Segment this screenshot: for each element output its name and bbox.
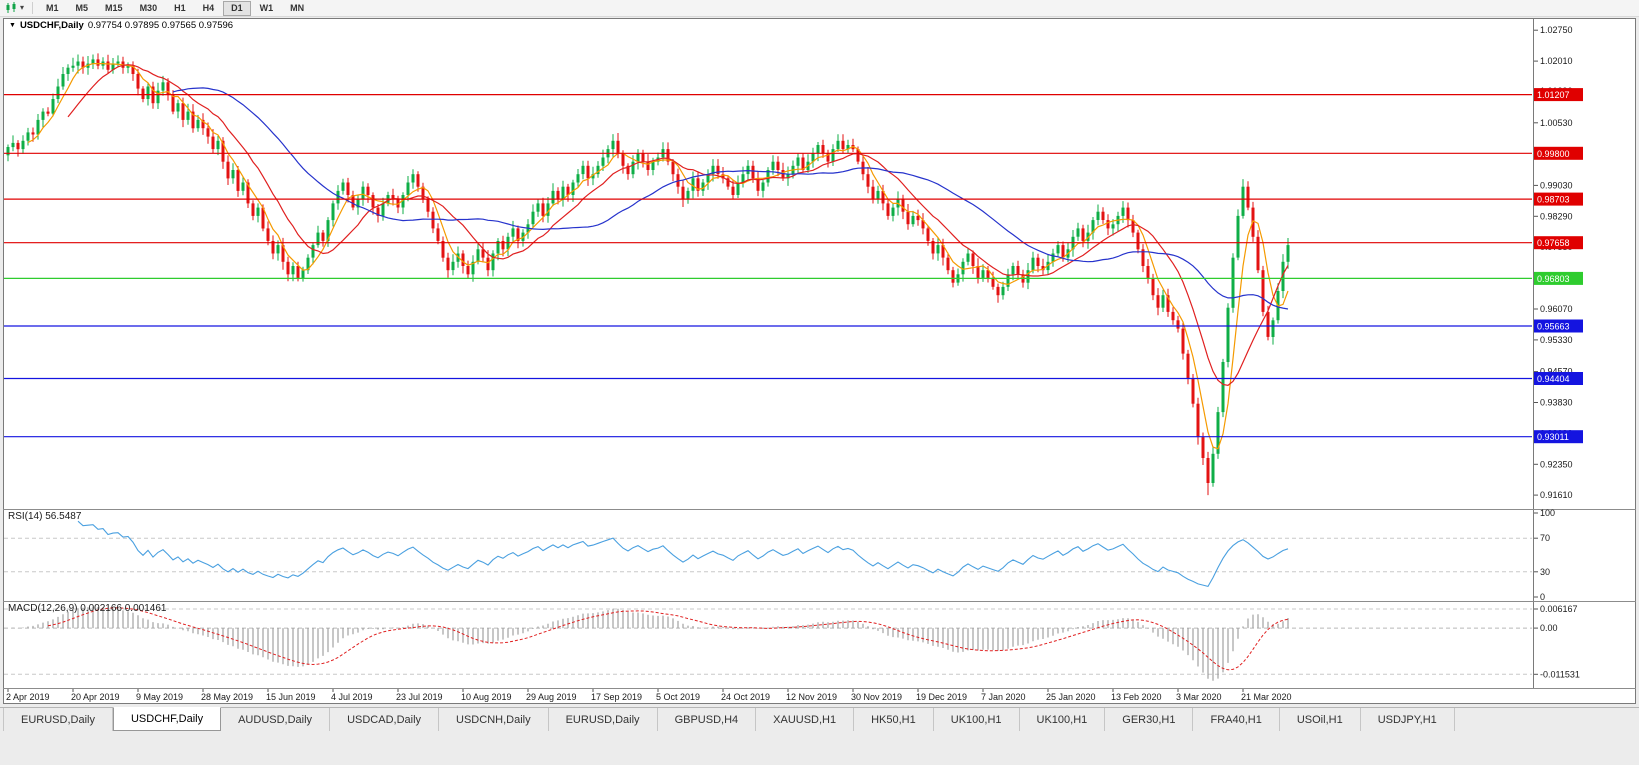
svg-text:0.00: 0.00 <box>1540 623 1558 633</box>
svg-text:0.97658: 0.97658 <box>1537 238 1570 248</box>
svg-text:12 Nov 2019: 12 Nov 2019 <box>786 692 837 702</box>
svg-text:13 Feb 2020: 13 Feb 2020 <box>1111 692 1162 702</box>
timeframe-buttons: M1 M5 M15 M30 H1 H4 D1 W1 MN <box>38 0 312 16</box>
svg-text:0.96070: 0.96070 <box>1540 304 1573 314</box>
svg-text:7 Jan 2020: 7 Jan 2020 <box>981 692 1026 702</box>
svg-text:100: 100 <box>1540 508 1555 518</box>
toolbar-separator <box>32 2 34 14</box>
timeframe-button-h1[interactable]: H1 <box>166 1 194 16</box>
svg-text:1.01207: 1.01207 <box>1537 90 1570 100</box>
candlesticks <box>6 53 1290 496</box>
timeframe-toolbar: ▾ M1 M5 M15 M30 H1 H4 D1 W1 MN <box>0 0 1639 17</box>
svg-text:10 Aug 2019: 10 Aug 2019 <box>461 692 512 702</box>
svg-text:0.99030: 0.99030 <box>1540 180 1573 190</box>
svg-text:-0.011531: -0.011531 <box>1540 669 1580 679</box>
svg-text:0.94404: 0.94404 <box>1537 374 1570 384</box>
svg-text:0.93011: 0.93011 <box>1537 432 1569 442</box>
svg-text:0.96803: 0.96803 <box>1537 274 1570 284</box>
chart-tab-usdchf-daily[interactable]: USDCHF,Daily <box>112 707 222 731</box>
svg-text:21 Mar 2020: 21 Mar 2020 <box>1241 692 1292 702</box>
svg-text:1.02010: 1.02010 <box>1540 56 1573 66</box>
date-axis[interactable]: 2 Apr 2019 20 Apr 2019 9 May 2019 28 May 20… <box>6 689 1292 702</box>
chart-tab-hk50-h1[interactable]: HK50,H1 <box>854 708 934 731</box>
svg-text:28 May 2019: 28 May 2019 <box>201 692 253 702</box>
moving-averages <box>27 63 1289 450</box>
svg-text:70: 70 <box>1540 533 1550 543</box>
chart-type-icon[interactable]: ▾ <box>5 2 24 14</box>
svg-text:4 Jul 2019: 4 Jul 2019 <box>331 692 373 702</box>
svg-text:0.94570: 0.94570 <box>1540 367 1573 377</box>
svg-text:0.91610: 0.91610 <box>1540 490 1573 500</box>
svg-text:0.95663: 0.95663 <box>1537 322 1570 332</box>
price-axis[interactable]: 1.027501.020101.012901.005300.998100.990… <box>1534 25 1573 500</box>
svg-text:24 Oct 2019: 24 Oct 2019 <box>721 692 770 702</box>
chart-tab-eurusd-daily[interactable]: EURUSD,Daily <box>548 708 658 731</box>
chart-tab-eurusd-daily[interactable]: EURUSD,Daily <box>3 708 113 731</box>
hline-price-labels: 1.01207 0.99800 0.98703 0.97658 0.96803 0.956… <box>1534 88 1583 444</box>
timeframe-button-m1[interactable]: M1 <box>38 1 67 16</box>
svg-text:29 Aug 2019: 29 Aug 2019 <box>526 692 577 702</box>
svg-text:5 Oct 2019: 5 Oct 2019 <box>656 692 700 702</box>
chart-tab-xauusd-h1[interactable]: XAUUSD,H1 <box>756 708 855 731</box>
chart-tab-ger30-h1[interactable]: GER30,H1 <box>1105 708 1194 731</box>
svg-text:20 Apr 2019: 20 Apr 2019 <box>71 692 120 702</box>
chart-tab-usoil-h1[interactable]: USOil,H1 <box>1279 708 1361 731</box>
svg-text:0.98703: 0.98703 <box>1537 195 1570 205</box>
svg-text:2 Apr 2019: 2 Apr 2019 <box>6 692 50 702</box>
chart-tab-audusd-daily[interactable]: AUDUSD,Daily <box>221 708 331 731</box>
chart-marker-icon: ▼ <box>9 22 16 29</box>
horizontal-lines[interactable] <box>4 93 1532 438</box>
svg-text:19 Dec 2019: 19 Dec 2019 <box>916 692 967 702</box>
svg-text:15 Jun 2019: 15 Jun 2019 <box>266 692 316 702</box>
timeframe-button-d1[interactable]: D1 <box>223 0 251 16</box>
chart-symbol-label: USDCHF,Daily <box>19 20 84 31</box>
rsi-pane: 100 70 30 0 <box>4 508 1555 602</box>
chart-tab-usdcad-daily[interactable]: USDCAD,Daily <box>330 708 440 731</box>
chevron-down-icon: ▾ <box>20 3 25 12</box>
rsi-indicator-label: RSI(14) 56.5487 <box>8 511 82 522</box>
svg-text:30 Nov 2019: 30 Nov 2019 <box>851 692 902 702</box>
svg-text:30: 30 <box>1540 567 1550 577</box>
timeframe-button-w1[interactable]: W1 <box>252 1 282 16</box>
chart-title: ▼ USDCHF,Daily 0.97754 0.97895 0.97565 0… <box>9 20 233 31</box>
svg-text:17 Sep 2019: 17 Sep 2019 <box>591 692 642 702</box>
chart-tab-uk100-h1[interactable]: UK100,H1 <box>933 708 1020 731</box>
svg-text:0.98290: 0.98290 <box>1540 211 1573 221</box>
svg-text:0.95330: 0.95330 <box>1540 335 1573 345</box>
svg-text:0: 0 <box>1540 592 1545 602</box>
svg-text:0.006167: 0.006167 <box>1540 604 1578 614</box>
timeframe-button-m30[interactable]: M30 <box>132 1 166 16</box>
chart-tab-usdjpy-h1[interactable]: USDJPY,H1 <box>1360 708 1455 731</box>
macd-indicator-label: MACD(12,26,9) 0.002166 0.001461 <box>8 603 167 614</box>
chart-tab-usdcnh-daily[interactable]: USDCNH,Daily <box>439 708 549 731</box>
svg-text:1.00530: 1.00530 <box>1540 118 1573 128</box>
macd-pane: 0.006167 0.00 -0.011531 <box>4 604 1580 681</box>
svg-text:23 Jul 2019: 23 Jul 2019 <box>396 692 443 702</box>
chart-tab-gbpusd-h4[interactable]: GBPUSD,H4 <box>657 708 757 731</box>
timeframe-button-h4[interactable]: H4 <box>195 1 223 16</box>
svg-text:0.99800: 0.99800 <box>1537 149 1570 159</box>
candlestick-icon <box>6 2 16 13</box>
svg-text:0.93830: 0.93830 <box>1540 398 1573 408</box>
svg-text:25 Jan 2020: 25 Jan 2020 <box>1046 692 1096 702</box>
timeframe-button-m5[interactable]: M5 <box>68 1 97 16</box>
svg-text:0.92350: 0.92350 <box>1540 459 1573 469</box>
svg-text:9 May 2019: 9 May 2019 <box>136 692 183 702</box>
svg-text:3 Mar 2020: 3 Mar 2020 <box>1176 692 1222 702</box>
chart-ohlc-values: 0.97754 0.97895 0.97565 0.97596 <box>87 20 234 31</box>
timeframe-button-m15[interactable]: M15 <box>97 1 131 16</box>
chart-tab-uk100-h1[interactable]: UK100,H1 <box>1019 708 1106 731</box>
svg-text:1.02750: 1.02750 <box>1540 25 1573 35</box>
chart-tabs: EURUSD,Daily USDCHF,Daily AUDUSD,Daily USDC… <box>0 707 1639 731</box>
chart-tab-fra40-h1[interactable]: FRA40,H1 <box>1193 708 1280 731</box>
timeframe-button-mn[interactable]: MN <box>282 1 312 16</box>
